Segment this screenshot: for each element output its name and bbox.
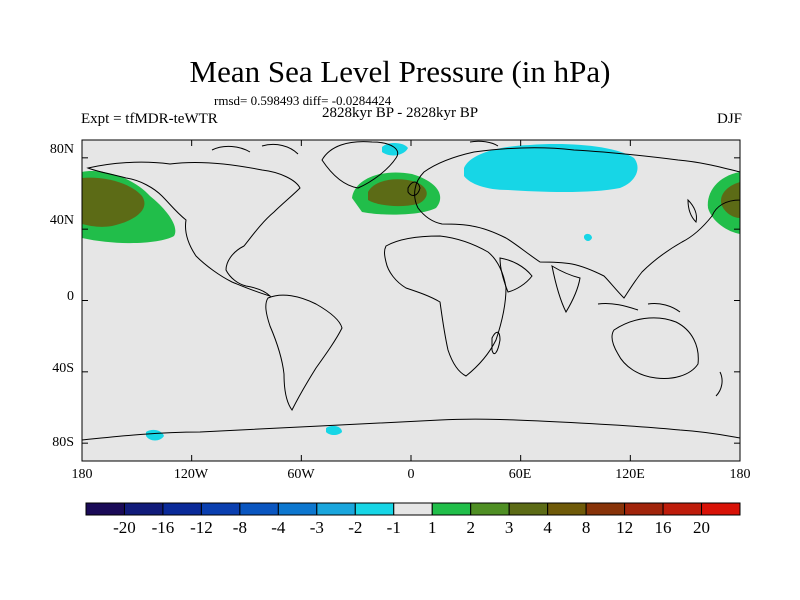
coast-arabia: [499, 257, 533, 293]
lat-label-80s: 80S: [52, 435, 74, 450]
colorbar-box: [547, 502, 587, 516]
coast-indonesia: [597, 303, 681, 313]
colorbar-label: -3: [309, 518, 324, 537]
colorbar-label: -2: [348, 518, 363, 537]
coast-new-zealand: [715, 371, 723, 397]
colorbar-label: 12: [616, 518, 634, 537]
x-ticks: [81, 140, 741, 461]
lon-label-60w: 60W: [287, 467, 315, 482]
colorbar-box: [316, 502, 356, 516]
greenland-anomaly: [382, 142, 408, 156]
colorbar-label: -12: [190, 518, 213, 537]
colorbar-box: [470, 502, 510, 516]
north-atlantic-core: [368, 179, 427, 207]
season-label: DJF: [716, 111, 742, 127]
siberia-anomaly: [464, 144, 638, 192]
coast-uk: [407, 181, 421, 196]
map-title: Mean Sea Level Pressure (in hPa): [189, 54, 611, 89]
colorbar-box: [393, 502, 433, 516]
colorbar-label: 8: [581, 518, 591, 537]
colorbar-label: -1: [386, 518, 401, 537]
colorbar-box: [200, 502, 241, 516]
lon-label-180w: 180: [71, 467, 93, 482]
coast-australia: [611, 317, 699, 379]
y-ticks: [82, 157, 740, 444]
colorbar-box: [624, 502, 664, 516]
north-pacific-core-west: [82, 177, 145, 227]
coast-antarctica: [82, 418, 740, 441]
coast-africa: [384, 235, 507, 377]
lat-label-0: 0: [67, 289, 74, 304]
colorbar-box: [354, 502, 395, 516]
lon-label-0: 0: [407, 467, 415, 482]
colorbar-label: 16: [654, 518, 672, 537]
lat-label-80n: 80N: [49, 142, 74, 157]
colorbar-box: [85, 502, 125, 516]
lon-label-180e: 180: [729, 467, 751, 482]
lon-label-60e: 60E: [508, 467, 532, 482]
lat-label-40n: 40N: [49, 213, 74, 228]
coast-greenland: [321, 141, 399, 189]
colorbar-box: [123, 502, 164, 516]
colorbar-label: -8: [232, 518, 247, 537]
coast-north-america: [86, 161, 301, 298]
colorbar-label: 20: [693, 518, 711, 537]
stats-text: rmsd= 0.598493 diff= -0.0284424: [214, 93, 392, 108]
north-pacific-core-east: [720, 182, 740, 218]
coast-japan: [687, 198, 697, 223]
coast-india: [551, 264, 581, 314]
lon-label-120e: 120E: [615, 467, 645, 482]
coast-eurasia: [414, 147, 740, 299]
colorbar-label: 1: [427, 518, 437, 537]
colorbar-label: 2: [466, 518, 475, 537]
coast-arctic-islands: [211, 140, 499, 155]
antarctic-anomaly-2: [326, 425, 342, 435]
colorbar-box: [508, 502, 549, 516]
coastlines: [82, 140, 740, 441]
colorbar-label: 4: [543, 518, 552, 537]
colorbar-label: -20: [113, 518, 136, 537]
colorbar-box: [662, 502, 703, 516]
colorbar: [85, 502, 741, 516]
lon-label-120w: 120W: [173, 467, 209, 482]
asia-anomaly: [584, 233, 592, 241]
colorbar-box: [701, 502, 741, 516]
colorbar-box: [585, 502, 626, 516]
antarctic-anomaly-1: [146, 429, 164, 441]
coast-south-america: [265, 294, 343, 411]
colorbar-label: 3: [504, 518, 514, 537]
period-label: 2828kyr BP - 2828kyr BP: [322, 105, 479, 121]
lat-label-40s: 40S: [52, 361, 74, 376]
colorbar-box: [431, 502, 472, 516]
colorbar-box: [277, 502, 318, 516]
experiment-label: Expt = tfMDR-teWTR: [81, 111, 218, 127]
coast-madagascar: [491, 331, 501, 355]
colorbar-box: [162, 502, 202, 516]
colorbar-box: [239, 502, 279, 516]
colorbar-label: -16: [151, 518, 175, 537]
colorbar-label: -4: [271, 518, 286, 537]
